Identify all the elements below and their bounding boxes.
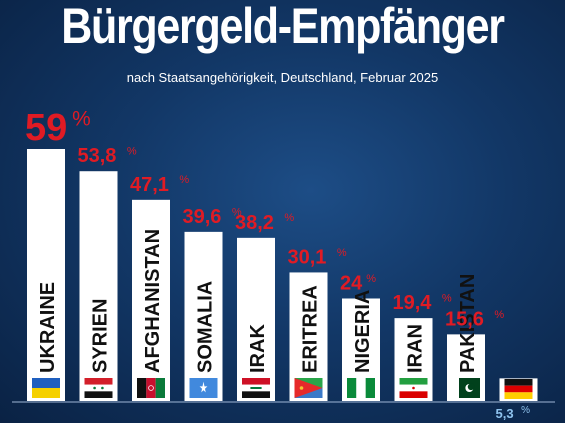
category-label: SYRIEN: [90, 299, 112, 373]
value-label: 15,6: [445, 308, 484, 330]
bar-ukraine: [27, 149, 65, 401]
pakistan-flag: [452, 378, 480, 398]
category-label: PAKISTAN: [457, 274, 479, 373]
afghanistan-flag: [137, 378, 165, 398]
percent-sign: %: [179, 174, 189, 186]
percent-sign: %: [72, 108, 91, 131]
value-label: 38,2: [235, 212, 274, 234]
ukraine-flag: [32, 378, 60, 398]
value-label: 47,1: [130, 174, 169, 196]
percent-sign: %: [366, 273, 376, 285]
percent-sign: %: [442, 293, 452, 305]
bar-somalia: [184, 231, 223, 401]
syria-flag: [84, 378, 113, 398]
iraq-flag: [242, 378, 270, 398]
bar-afghanistan: [132, 199, 170, 401]
category-label: ERITREA: [300, 285, 322, 373]
nigeria-flag: [347, 378, 375, 398]
chart-title: Bürgergeld-Empfänger: [61, 0, 505, 54]
category-label: UKRAINE: [37, 282, 59, 373]
bar-syrien: [79, 171, 118, 401]
value-label: 39,6: [183, 206, 222, 228]
iran-flag: [399, 378, 428, 398]
category-label: NIGERIA: [352, 290, 374, 373]
value-label: 53,8: [78, 145, 117, 167]
value-label: 24: [340, 272, 363, 294]
value-label: 59: [25, 107, 67, 149]
percent-sign: %: [521, 405, 530, 416]
eritrea-flag: [294, 378, 323, 398]
percent-sign: %: [127, 146, 137, 158]
percent-sign: %: [494, 309, 504, 321]
value-label: 30,1: [288, 246, 327, 268]
percent-sign: %: [337, 247, 347, 259]
percent-sign: %: [284, 212, 294, 224]
bar-irak: [237, 237, 275, 401]
category-label: IRAK: [247, 324, 269, 373]
germany-flag: [504, 379, 533, 399]
category-label: AFGHANISTAN: [142, 229, 164, 373]
value-label: 5,3: [496, 406, 514, 421]
percent-sign: %: [232, 206, 242, 218]
chart-subtitle: nach Staatsangehörigkeit, Deutschland, F…: [126, 70, 439, 85]
category-label: SOMALIA: [195, 281, 217, 373]
category-label: IRAN: [405, 324, 427, 373]
value-label: 19,4: [393, 292, 433, 314]
somalia-flag: [189, 378, 218, 398]
